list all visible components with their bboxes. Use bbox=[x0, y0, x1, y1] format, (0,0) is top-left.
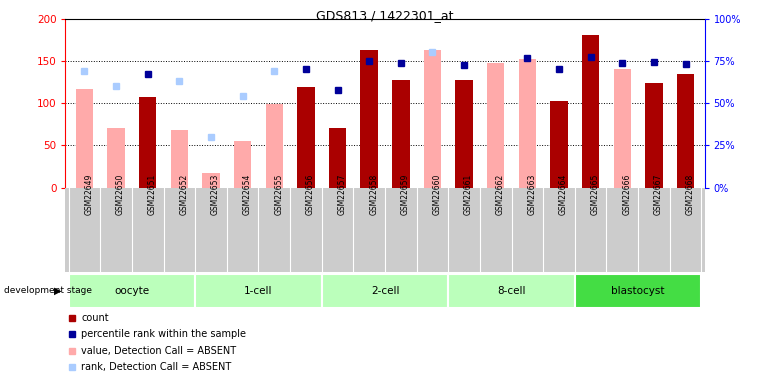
Text: GSM22659: GSM22659 bbox=[401, 174, 410, 215]
Text: 8-cell: 8-cell bbox=[497, 286, 526, 296]
Bar bbox=[677, 74, 695, 188]
Text: GSM22662: GSM22662 bbox=[496, 174, 505, 215]
Bar bbox=[107, 128, 125, 188]
Bar bbox=[455, 80, 473, 188]
Bar bbox=[329, 128, 347, 188]
Text: value, Detection Call = ABSENT: value, Detection Call = ABSENT bbox=[82, 346, 236, 356]
Text: GSM22656: GSM22656 bbox=[306, 174, 315, 215]
Text: GSM22667: GSM22667 bbox=[654, 174, 663, 215]
Text: GSM22663: GSM22663 bbox=[527, 174, 537, 215]
Text: oocyte: oocyte bbox=[114, 286, 149, 296]
Bar bbox=[322, 274, 448, 308]
Bar bbox=[171, 130, 188, 188]
Text: GSM22660: GSM22660 bbox=[433, 174, 441, 215]
Text: GSM22654: GSM22654 bbox=[243, 174, 252, 215]
Bar bbox=[614, 69, 631, 188]
Text: 1-cell: 1-cell bbox=[244, 286, 273, 296]
Text: blastocyst: blastocyst bbox=[611, 286, 665, 296]
Text: 2-cell: 2-cell bbox=[370, 286, 400, 296]
Text: GSM22666: GSM22666 bbox=[622, 174, 631, 215]
Bar bbox=[575, 274, 701, 308]
Bar bbox=[139, 97, 156, 188]
Bar bbox=[392, 80, 410, 188]
Text: GSM22657: GSM22657 bbox=[337, 174, 346, 215]
Bar bbox=[360, 50, 378, 188]
Text: percentile rank within the sample: percentile rank within the sample bbox=[82, 329, 246, 339]
Bar bbox=[551, 102, 567, 188]
Bar bbox=[234, 141, 251, 188]
Bar bbox=[448, 274, 575, 308]
Bar bbox=[203, 173, 219, 188]
Text: GSM22665: GSM22665 bbox=[591, 174, 600, 215]
Text: GSM22652: GSM22652 bbox=[179, 174, 189, 215]
Text: GSM22655: GSM22655 bbox=[274, 174, 283, 215]
Text: GSM22653: GSM22653 bbox=[211, 174, 220, 215]
Bar bbox=[75, 89, 93, 188]
Text: GSM22661: GSM22661 bbox=[464, 174, 473, 215]
Text: GSM22650: GSM22650 bbox=[116, 174, 125, 215]
Bar bbox=[519, 59, 536, 188]
Text: GSM22658: GSM22658 bbox=[369, 174, 378, 215]
Bar bbox=[487, 63, 504, 188]
Text: GSM22668: GSM22668 bbox=[685, 174, 695, 215]
Bar bbox=[297, 87, 315, 188]
Text: count: count bbox=[82, 313, 109, 323]
Text: rank, Detection Call = ABSENT: rank, Detection Call = ABSENT bbox=[82, 362, 232, 372]
Bar bbox=[582, 35, 599, 188]
Text: GDS813 / 1422301_at: GDS813 / 1422301_at bbox=[316, 9, 454, 22]
Bar bbox=[195, 274, 322, 308]
Text: GSM22649: GSM22649 bbox=[85, 174, 93, 215]
Bar bbox=[266, 104, 283, 188]
Bar bbox=[69, 274, 195, 308]
Bar bbox=[424, 50, 441, 188]
Text: ▶: ▶ bbox=[54, 286, 62, 296]
Bar bbox=[645, 83, 663, 188]
Text: GSM22664: GSM22664 bbox=[559, 174, 568, 215]
Text: GSM22651: GSM22651 bbox=[148, 174, 157, 215]
Text: development stage: development stage bbox=[4, 286, 92, 295]
